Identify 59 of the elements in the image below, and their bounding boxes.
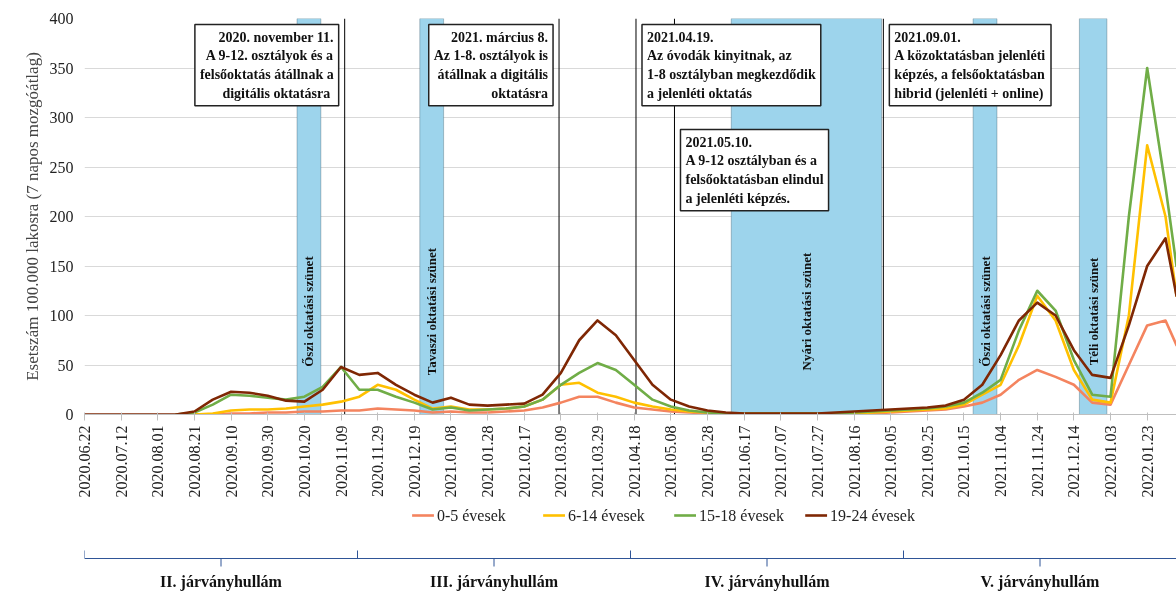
band-label: Téli oktatási szünet xyxy=(1085,257,1101,366)
y-tick-label: 0 xyxy=(65,406,74,423)
y-axis-title: Esetszám 100.000 lakosra (7 napos mozgóátlag) xyxy=(22,52,42,381)
ref-line-label: 2021.09.01. A közoktatásban jelenléti képzés, a felsőoktatásban hibrid (jelenléti + online) xyxy=(894,29,1046,102)
x-tick-label: 2020.11.29 xyxy=(369,425,387,497)
ref-line-label: 2020. november 11. A 9-12. osztályok és a felsőoktatás átállnak a digitális oktatásra xyxy=(199,29,334,101)
x-tick-label: 2021.08.16 xyxy=(845,425,863,498)
x-tick-label: 2020.12.19 xyxy=(405,425,423,498)
x-tick-label: 2021.01.28 xyxy=(479,425,497,498)
y-tick-label: 250 xyxy=(49,158,74,176)
ref-line-label: 2021.04.19. Az óvodák kinyitnak, az 1-8 osztályban megkezdődik a jelenléti oktatás xyxy=(647,29,816,101)
x-tick-label: 2021.02.17 xyxy=(515,425,533,498)
ref-line-label: 2021. március 8. Az 1-8. osztályok is átállnak a digitális oktatásra xyxy=(433,29,549,101)
x-tick-label: 2020.10.20 xyxy=(295,425,313,498)
band-label: Őszi oktatási szünet xyxy=(301,255,317,367)
ref-line-label: 2021.05.10. A 9-12 osztályban és a felsőoktatásban elindul a jelenléti képzés. xyxy=(685,134,824,206)
y-tick-label: 50 xyxy=(57,356,74,374)
text: IV. járványhullám xyxy=(704,572,831,591)
x-tick-label: 2021.09.25 xyxy=(918,425,936,498)
legend-label: 19-24 évesek xyxy=(830,507,915,524)
x-tick-label: 2021.07.27 xyxy=(808,425,826,498)
x-tick-label: 2021.03.29 xyxy=(589,425,607,498)
x-tick-label: 2021.11.24 xyxy=(1028,425,1046,497)
y-tick-label: 300 xyxy=(49,109,74,126)
band-label: Őszi oktatási szünet xyxy=(977,255,993,367)
y-tick-label: 100 xyxy=(49,307,74,324)
text: II. járványhullám xyxy=(160,572,283,591)
y-tick-label: 400 xyxy=(49,10,74,27)
x-tick-label: 2021.03.09 xyxy=(552,425,570,498)
x-tick-label: 2021.04.18 xyxy=(625,425,643,498)
x-tick-label: 2021.12.14 xyxy=(1065,425,1083,498)
band-label: Nyári oktatási szünet xyxy=(798,252,814,371)
y-tick-label: 350 xyxy=(49,59,74,77)
band-label: Tavaszi oktatási szünet xyxy=(424,247,440,376)
x-tick-label: 2021.11.04 xyxy=(992,425,1010,497)
x-tick-label: 2020.09.10 xyxy=(222,425,240,498)
x-tick-label: 2022.01.03 xyxy=(1102,425,1120,498)
line-series xyxy=(84,236,1176,415)
x-tick-label: 2022.01.23 xyxy=(1138,425,1156,498)
legend-label: 0-5 évesek xyxy=(436,507,506,524)
x-tick-label: 2020.06.22 xyxy=(76,425,93,498)
x-tick-label: 2021.10.15 xyxy=(955,425,973,498)
x-tick-label: 2021.01.08 xyxy=(442,425,460,498)
x-tick-label: 2021.05.08 xyxy=(662,425,680,498)
x-tick-label: 2021.09.05 xyxy=(882,425,900,498)
x-tick-label: 2021.06.17 xyxy=(735,425,753,498)
text: V. járványhullám xyxy=(980,572,1101,591)
x-tick-label: 2020.11.09 xyxy=(332,425,350,497)
x-tick-label: 2021.05.28 xyxy=(698,425,716,498)
x-tick-label: 2021.07.07 xyxy=(772,425,790,498)
x-tick-label: 2020.09.30 xyxy=(259,425,277,498)
legend-label: 15-18 évesek xyxy=(699,507,784,524)
x-tick-label: 2020.08.21 xyxy=(185,425,203,498)
y-tick-label: 150 xyxy=(49,257,74,275)
x-tick-label: 2020.08.01 xyxy=(149,425,167,498)
legend-label: 6-14 évesek xyxy=(567,507,645,524)
text: III. járványhullám xyxy=(429,572,559,591)
y-tick-label: 200 xyxy=(49,208,74,225)
x-tick-label: 2020.07.12 xyxy=(112,425,130,498)
